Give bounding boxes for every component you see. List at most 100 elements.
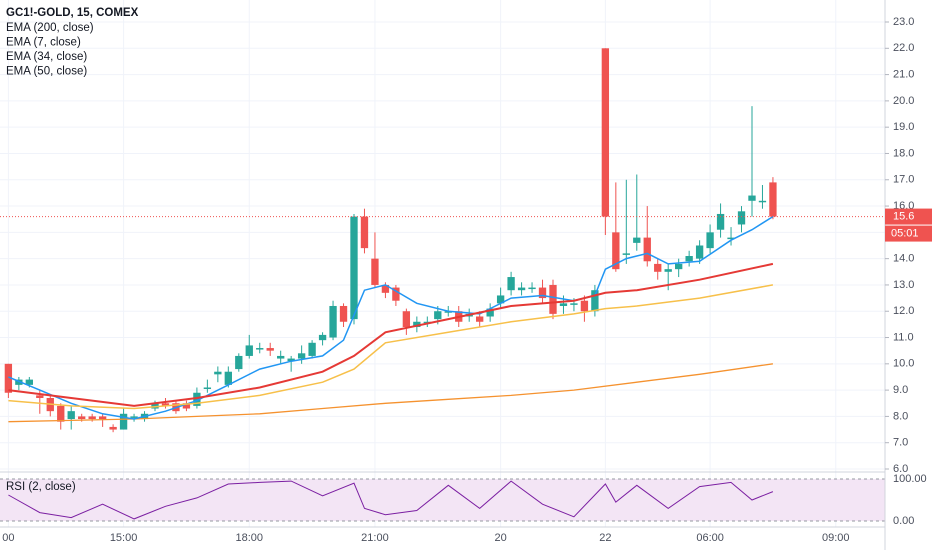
candle-body [130,416,138,418]
y-tick-label: 21.0 [893,68,914,80]
x-tick-label: 00 [2,532,14,544]
candle-body [476,316,484,322]
candle-body [151,403,159,409]
candle-body [256,348,264,350]
candle-body [528,287,536,290]
candle-body [486,308,494,317]
y-tick-label: 14.0 [893,253,914,265]
candle-body [444,311,452,313]
candle-body [413,321,421,328]
candle-body [612,232,620,270]
candle-body [67,411,75,420]
x-tick-label: 18:00 [236,532,264,544]
countdown-label: 05:01 [891,227,919,239]
candle-body [308,342,316,356]
chart-title: GC1!-GOLD, 15, COMEX [6,7,139,19]
candle-body [758,200,767,203]
x-tick-label: 22 [599,532,611,544]
candle-body [559,303,568,306]
candle-body [277,355,285,359]
x-tick-label: 20 [495,532,507,544]
countdown-box [885,225,932,242]
ema-line [8,284,774,410]
candle-body [769,182,777,217]
candle-body [4,363,13,393]
y-tick-label: 23.0 [893,16,914,28]
candle-body [78,416,86,420]
candle-body [517,287,526,291]
candle-body [601,48,610,217]
candle-body [654,263,662,272]
y-tick-label: 11.0 [893,331,914,343]
candle-body [182,403,191,409]
candle-body [287,358,295,362]
legend-entry: EMA (50, close) [6,66,87,78]
candle-body [434,311,442,320]
x-tick-label: 06:00 [696,532,724,544]
y-tick-label: 18.0 [893,147,914,159]
candle-body [235,355,243,370]
candle-body [161,403,170,406]
candle-body [25,379,33,385]
candle-body [360,216,369,249]
axes: 6.07.08.09.010.011.012.013.014.015.016.0… [2,16,932,544]
candle-body [245,345,253,356]
y-tick-label: 19.0 [893,121,914,133]
last-price-box [885,208,932,225]
candle-body [737,211,746,225]
y-tick-label: 6.0 [893,463,908,475]
plot-area [0,48,885,520]
candle-body [329,305,337,338]
candle-body [706,232,714,249]
candle-body [727,237,735,240]
candle-body [633,237,641,243]
candle-body [643,237,651,262]
legend-entry: EMA (7, close) [6,37,81,49]
candle-body [339,305,348,322]
candle-body [119,413,128,430]
candle-body [538,287,547,299]
y-tick-label: 22.0 [893,42,914,54]
rsi-tick-label: 0.00 [893,515,914,527]
legend-entry: EMA (200, close) [6,22,94,34]
candle-body [203,387,212,389]
candle-body [685,256,693,262]
candle-body [371,258,379,285]
ema-line [8,262,774,407]
candle-body [36,395,44,399]
rsi-title: RSI (2, close) [6,481,76,493]
candle-body [570,303,578,305]
y-tick-label: 8.0 [893,410,908,422]
candle-body [675,263,683,270]
candle-body [695,245,704,259]
y-tick-label: 10.0 [893,358,914,370]
ema-line [8,215,774,420]
candle-body [507,277,515,291]
candle-body [193,392,201,406]
candle-body [15,379,23,385]
candle-body [402,311,411,328]
candle-body [297,353,306,359]
candle-body [622,253,630,255]
candle-body [392,287,400,301]
last-price-label: 15.6 [893,210,914,222]
candle-body [496,295,505,304]
y-tick-label: 12.0 [893,305,914,317]
candle-body [318,334,327,341]
candle-body [224,371,232,385]
candle-body [580,300,589,312]
candle-body [381,284,390,293]
candle-body [716,213,725,230]
x-tick-label: 21:00 [361,532,389,544]
legend: EMA (200, close) EMA (7, close) EMA (34, c… [6,22,94,78]
candle-body [266,348,274,351]
rsi-tick-label: 100.00 [893,473,927,485]
y-tick-label: 13.0 [893,279,914,291]
x-tick-label: 09:00 [822,532,850,544]
candle-body [214,371,222,375]
candle-body [98,416,107,420]
candle-body [549,284,557,314]
rsi-line [8,480,774,520]
